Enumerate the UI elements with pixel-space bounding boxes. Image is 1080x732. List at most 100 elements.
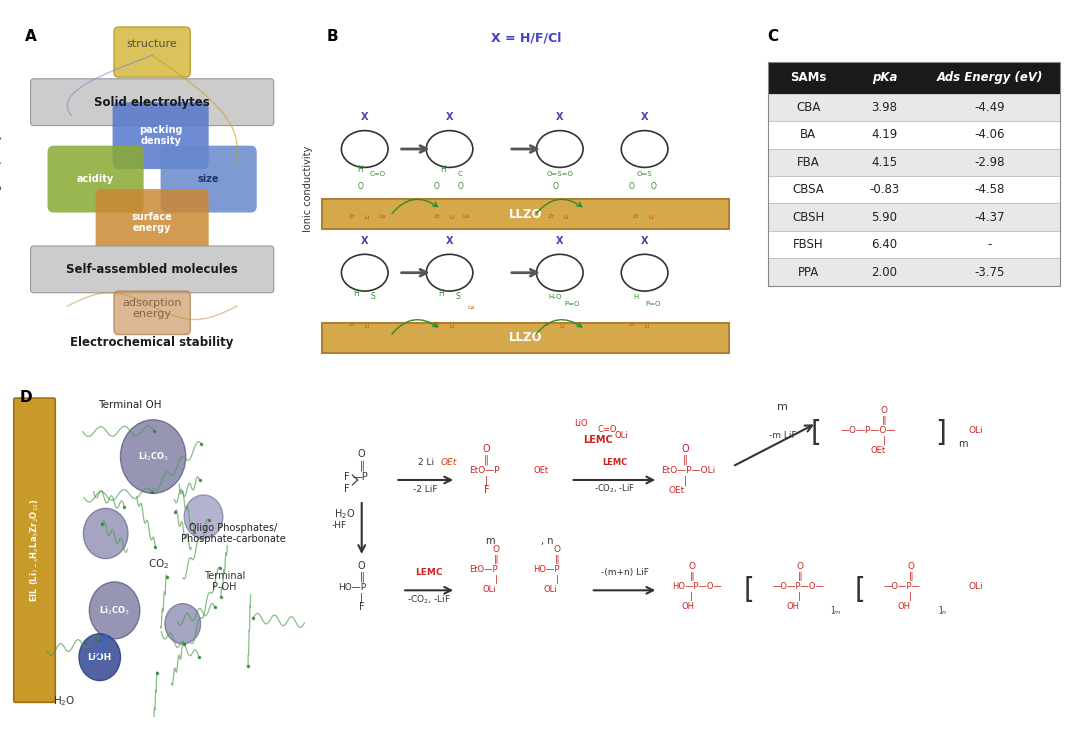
Text: X: X xyxy=(640,236,648,246)
Circle shape xyxy=(121,420,186,493)
Text: ‖: ‖ xyxy=(360,572,364,582)
Text: -CO$_2$, -LiF: -CO$_2$, -LiF xyxy=(407,593,451,605)
Text: Zr: Zr xyxy=(629,322,635,327)
Text: Li: Li xyxy=(364,324,369,329)
Text: HO—P: HO—P xyxy=(338,583,366,592)
Text: O: O xyxy=(483,444,490,454)
Circle shape xyxy=(79,634,121,681)
Text: 2.00: 2.00 xyxy=(872,266,897,279)
Text: ‖: ‖ xyxy=(881,417,887,425)
Text: FBSH: FBSH xyxy=(793,238,823,251)
Text: ‖: ‖ xyxy=(360,460,364,471)
Text: Oligo Phosphates/
Phosphate-carbonate: Oligo Phosphates/ Phosphate-carbonate xyxy=(180,523,285,545)
Text: O=S=O: O=S=O xyxy=(546,171,573,176)
Text: |: | xyxy=(495,575,498,584)
Text: CBSA: CBSA xyxy=(793,183,824,196)
Text: Li: Li xyxy=(449,215,455,220)
Text: Zr: Zr xyxy=(433,214,441,219)
Text: —O—P—O—: —O—P—O— xyxy=(772,582,825,591)
Text: X = H/F/Cl: X = H/F/Cl xyxy=(490,32,561,45)
Text: S: S xyxy=(456,293,460,302)
Text: -2.98: -2.98 xyxy=(975,156,1005,169)
Text: LLZO: LLZO xyxy=(509,332,542,344)
Text: C: C xyxy=(458,171,462,176)
Text: structure: structure xyxy=(126,39,177,48)
Text: [: [ xyxy=(855,576,866,605)
Text: Ion-exchange capacity: Ion-exchange capacity xyxy=(0,134,2,244)
Text: Solid electrolytes: Solid electrolytes xyxy=(94,96,210,108)
FancyBboxPatch shape xyxy=(30,79,273,126)
Text: O: O xyxy=(554,545,561,554)
FancyBboxPatch shape xyxy=(768,203,1059,231)
Text: BA: BA xyxy=(800,128,816,141)
Text: |: | xyxy=(690,591,693,601)
Text: Li: Li xyxy=(559,324,565,329)
Text: OLi: OLi xyxy=(483,585,497,594)
Text: acidity: acidity xyxy=(77,174,114,184)
Text: H-O: H-O xyxy=(549,294,563,300)
Text: |: | xyxy=(485,475,488,486)
Text: O: O xyxy=(629,182,635,191)
Text: H: H xyxy=(634,294,638,300)
Text: Zr: Zr xyxy=(433,322,441,327)
Text: Zr: Zr xyxy=(543,322,551,327)
Text: LiOH: LiOH xyxy=(87,653,112,662)
Text: Zr: Zr xyxy=(633,214,639,219)
Text: ]: ] xyxy=(935,419,946,447)
Text: H$_2$O: H$_2$O xyxy=(53,694,76,708)
Text: Li$_2$CO$_3$: Li$_2$CO$_3$ xyxy=(137,450,168,463)
Text: Zr: Zr xyxy=(349,214,355,219)
Text: HO—P: HO—P xyxy=(534,565,561,574)
Text: OEt: OEt xyxy=(870,447,886,455)
Text: |: | xyxy=(555,575,558,584)
Text: O: O xyxy=(357,182,364,191)
Text: Terminal OH: Terminal OH xyxy=(97,400,161,410)
Text: |: | xyxy=(360,592,363,603)
Text: Self-assembled molecules: Self-assembled molecules xyxy=(66,263,238,276)
Text: ‖: ‖ xyxy=(908,572,913,580)
FancyBboxPatch shape xyxy=(322,323,729,353)
Text: m: m xyxy=(485,536,495,545)
Text: F: F xyxy=(343,472,349,482)
Text: OH: OH xyxy=(681,602,694,610)
Circle shape xyxy=(90,582,139,639)
Text: ]$_n$: ]$_n$ xyxy=(937,605,947,617)
Text: X: X xyxy=(361,112,368,122)
Text: Li: Li xyxy=(644,324,649,329)
Text: -m LiF: -m LiF xyxy=(769,431,797,440)
Text: -4.58: -4.58 xyxy=(975,183,1005,196)
Text: ‖: ‖ xyxy=(683,455,688,465)
Text: , n: , n xyxy=(541,536,553,545)
Text: OLi: OLi xyxy=(968,582,983,591)
Text: Li$_2$CO$_3$: Li$_2$CO$_3$ xyxy=(99,604,130,616)
Text: La: La xyxy=(378,214,386,219)
Text: O: O xyxy=(357,561,365,570)
Text: O: O xyxy=(457,182,463,191)
Text: X: X xyxy=(361,236,368,246)
Text: EtO—P: EtO—P xyxy=(470,466,500,475)
Text: H: H xyxy=(438,289,444,298)
Text: m: m xyxy=(958,438,968,449)
Text: LiO: LiO xyxy=(573,419,588,428)
Text: EtO—P: EtO—P xyxy=(470,565,498,574)
Text: PPA: PPA xyxy=(797,266,819,279)
Text: -: - xyxy=(988,238,993,251)
FancyBboxPatch shape xyxy=(114,27,190,77)
Text: Zr: Zr xyxy=(548,214,555,219)
FancyBboxPatch shape xyxy=(768,149,1059,176)
Text: Electrochemical stability: Electrochemical stability xyxy=(70,337,234,349)
FancyBboxPatch shape xyxy=(768,62,1059,94)
Text: OEt: OEt xyxy=(534,466,549,475)
Text: H: H xyxy=(441,165,446,174)
Text: Ads Energy (eV): Ads Energy (eV) xyxy=(936,72,1043,84)
Text: O: O xyxy=(650,182,656,191)
Text: LEMC: LEMC xyxy=(583,436,612,445)
Text: EtO—P—OLi: EtO—P—OLi xyxy=(662,466,716,475)
FancyBboxPatch shape xyxy=(48,146,144,212)
Text: -3.75: -3.75 xyxy=(975,266,1005,279)
Text: H: H xyxy=(357,165,363,174)
FancyBboxPatch shape xyxy=(768,94,1059,122)
Text: LEMC: LEMC xyxy=(416,568,443,578)
Text: La: La xyxy=(467,305,474,310)
Text: 6.40: 6.40 xyxy=(872,238,897,251)
